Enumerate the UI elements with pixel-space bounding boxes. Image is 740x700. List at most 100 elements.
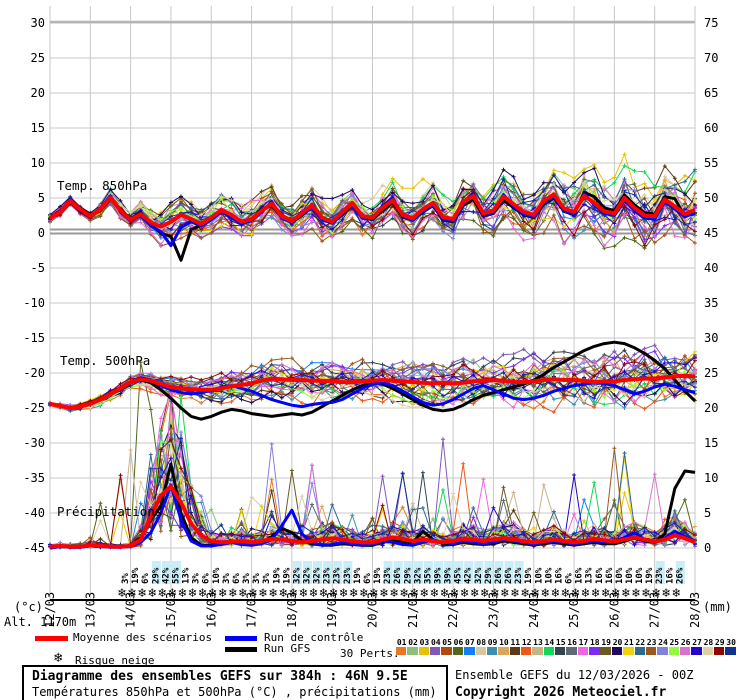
svg-text:13%: 13% <box>182 567 192 584</box>
member-color-swatch <box>441 647 452 655</box>
svg-text:65: 65 <box>704 86 718 100</box>
svg-text:23%: 23% <box>333 567 343 584</box>
svg-text:❄: ❄ <box>268 586 277 601</box>
svg-text:16%: 16% <box>554 567 564 584</box>
svg-text:23%: 23% <box>343 567 353 584</box>
member-number: 02 <box>408 638 418 647</box>
member-color-swatch <box>566 647 577 655</box>
svg-text:13%: 13% <box>585 567 595 584</box>
svg-text:❄: ❄ <box>450 586 459 601</box>
date-axis-labels: 12/03 13/03 14/03 15/03 16/03 17/03 18/03 19/03… <box>43 592 702 628</box>
svg-text:-25: -25 <box>23 401 45 415</box>
svg-text:25: 25 <box>31 51 45 65</box>
svg-text:0: 0 <box>38 226 45 240</box>
svg-text:32%: 32% <box>292 567 302 584</box>
member-number: 17 <box>578 638 589 647</box>
member-number: 15 <box>555 638 566 647</box>
gfs-line-label: Run GFS <box>264 642 311 655</box>
precipitation-label: Précipitations <box>57 504 162 519</box>
member-number: 16 <box>567 638 577 647</box>
svg-text:❄: ❄ <box>369 586 378 601</box>
svg-text:❄: ❄ <box>258 586 267 601</box>
svg-text:3%: 3% <box>242 573 252 584</box>
svg-text:39%: 39% <box>434 567 444 584</box>
snow-risk-row: ❄ ❄ ❄ ❄ ❄ ❄ ❄ ❄ ❄ ❄ ❄ ❄ ❄ ❄ ❄ ❄ ❄ ❄ ❄ ❄ ❄ ❄ ❄ ❄ ❄ ❄ ❄ ❄ ❄ ❄ ❄ ❄ ❄ ❄ ❄ ❄ ❄ ❄ ❄ ❄… <box>117 561 685 601</box>
svg-text:32%: 32% <box>302 567 312 584</box>
svg-text:❄: ❄ <box>319 586 328 601</box>
right-axis-unit: (mm) <box>703 600 732 614</box>
member-color-swatch <box>407 647 418 655</box>
member-color-swatch <box>430 647 441 655</box>
member-number: 10 <box>499 638 509 647</box>
svg-text:❄: ❄ <box>611 586 620 601</box>
member-number: 07 <box>465 638 475 647</box>
main-forecast-lines <box>48 190 697 550</box>
svg-text:-20: -20 <box>23 366 45 380</box>
svg-text:-45: -45 <box>23 541 45 555</box>
svg-text:-35: -35 <box>23 471 45 485</box>
svg-text:6%: 6% <box>202 573 212 584</box>
member-color-swatch <box>532 647 543 655</box>
svg-text:❄: ❄ <box>218 586 227 601</box>
member-number: 24 <box>658 638 668 647</box>
svg-text:5: 5 <box>704 506 711 520</box>
svg-text:❄: ❄ <box>198 586 207 601</box>
member-color-swatch <box>543 647 555 655</box>
copyright-text: Copyright 2026 Meteociel.fr <box>455 685 667 700</box>
svg-text:10: 10 <box>31 156 45 170</box>
member-number: 25 <box>669 638 680 647</box>
svg-text:15: 15 <box>704 436 718 450</box>
member-color-swatch <box>509 647 520 655</box>
snowflake-icon: ❄ <box>54 650 63 666</box>
svg-text:❄: ❄ <box>339 586 348 601</box>
svg-text:18/03: 18/03 <box>285 592 299 628</box>
svg-text:3%: 3% <box>192 573 202 584</box>
svg-text:❄: ❄ <box>530 586 539 601</box>
svg-text:10%: 10% <box>212 567 222 584</box>
member-color-swatch <box>475 647 486 655</box>
svg-text:60: 60 <box>704 121 718 135</box>
svg-text:❄: ❄ <box>621 586 630 601</box>
svg-text:❄: ❄ <box>460 586 469 601</box>
temp-500-label: Temp. 500hPa <box>60 353 150 368</box>
control-line-swatch <box>225 636 257 641</box>
svg-text:19%: 19% <box>282 567 292 584</box>
svg-text:27/03: 27/03 <box>648 592 662 628</box>
svg-text:17/03: 17/03 <box>245 592 259 628</box>
svg-text:6%: 6% <box>232 573 242 584</box>
svg-text:❄: ❄ <box>591 586 600 601</box>
diagram-subtitle: Températures 850hPa et 500hPa (°C) , pré… <box>32 685 437 699</box>
svg-text:30: 30 <box>704 331 718 345</box>
svg-text:❄: ❄ <box>238 586 247 601</box>
svg-text:❄: ❄ <box>480 586 489 601</box>
svg-text:10%: 10% <box>625 567 635 584</box>
member-number: 09 <box>487 638 498 647</box>
member-number: 22 <box>635 638 646 647</box>
svg-text:❄: ❄ <box>167 586 176 601</box>
title-box: Diagramme des ensembles GEFS sur 384h : … <box>22 665 448 700</box>
member-numbers-row: 01 02 03 04 05 06 07 08 09 10 11 12 13 14 15 16 17 18 19 20… <box>396 638 740 647</box>
svg-text:❄: ❄ <box>470 586 479 601</box>
svg-text:❄: ❄ <box>359 586 368 601</box>
svg-text:70: 70 <box>704 51 718 65</box>
member-number: 01 <box>396 638 407 647</box>
member-number: 18 <box>589 638 600 647</box>
svg-text:❄: ❄ <box>500 586 509 601</box>
svg-text:❄: ❄ <box>379 586 388 601</box>
svg-text:❄: ❄ <box>137 586 146 601</box>
svg-text:❄: ❄ <box>631 586 640 601</box>
svg-text:3%: 3% <box>262 573 272 584</box>
member-number: 04 <box>430 638 441 647</box>
svg-text:-40: -40 <box>23 506 45 520</box>
member-color-swatch <box>611 647 623 655</box>
svg-text:-30: -30 <box>23 436 45 450</box>
svg-text:45: 45 <box>704 226 718 240</box>
svg-text:❄: ❄ <box>510 586 519 601</box>
svg-text:55%: 55% <box>171 567 181 584</box>
svg-text:❄: ❄ <box>540 586 549 601</box>
svg-text:❄: ❄ <box>288 586 297 601</box>
svg-text:35%: 35% <box>423 567 433 584</box>
member-swatches-row <box>396 647 740 655</box>
svg-text:24/03: 24/03 <box>527 592 541 628</box>
